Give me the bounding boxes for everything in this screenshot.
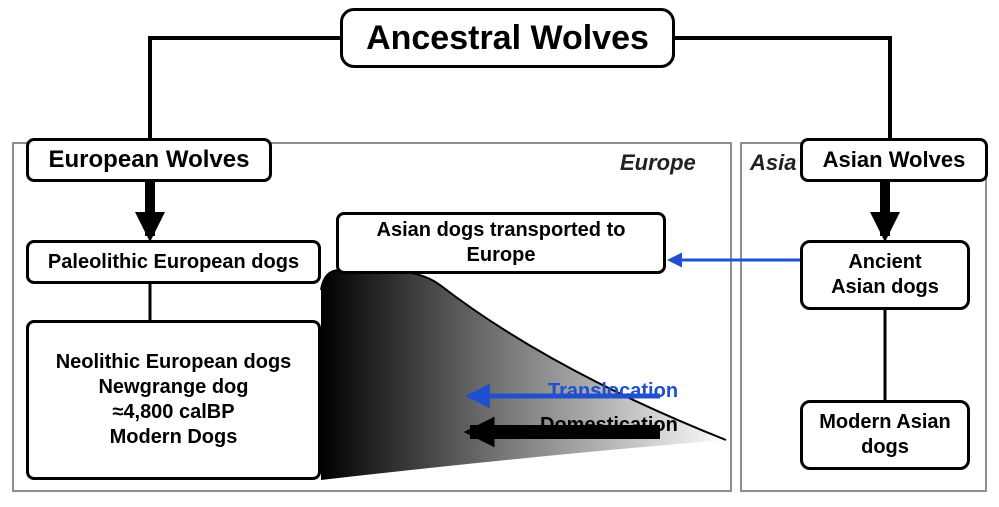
node-paleolithic-european-dogs: Paleolithic European dogs	[26, 240, 321, 284]
node-asian-dogs-transported: Asian dogs transported to Europe	[336, 212, 666, 274]
node-label: Neolithic European dogs Newgrange dog ≈4…	[56, 350, 292, 450]
node-ancestral-wolves: Ancestral Wolves	[340, 8, 675, 68]
edge-anc_to_euro	[150, 38, 340, 138]
node-european-wolves: European Wolves	[26, 138, 272, 182]
node-modern-asian-dogs: Modern Asian dogs	[800, 400, 970, 470]
node-label: Modern Asian dogs	[819, 410, 951, 460]
node-asian-wolves: Asian Wolves	[800, 138, 988, 182]
edge-anc_to_asian	[675, 38, 890, 138]
node-label: Ancient Asian dogs	[831, 250, 939, 300]
region-label-europe: Europe	[620, 150, 696, 176]
legend-translocation-label: Translocation	[548, 380, 678, 403]
legend-domestication-label: Domestication	[540, 414, 678, 437]
node-neolithic-modern-dogs: Neolithic European dogs Newgrange dog ≈4…	[26, 320, 321, 480]
node-ancient-asian-dogs: Ancient Asian dogs	[800, 240, 970, 310]
node-label: Asian dogs transported to Europe	[377, 218, 626, 268]
node-label: European Wolves	[49, 146, 250, 174]
node-label: Asian Wolves	[823, 147, 966, 173]
node-label: Paleolithic European dogs	[48, 251, 299, 274]
region-label-asia: Asia	[750, 150, 796, 176]
title-label: Ancestral Wolves	[366, 19, 649, 58]
